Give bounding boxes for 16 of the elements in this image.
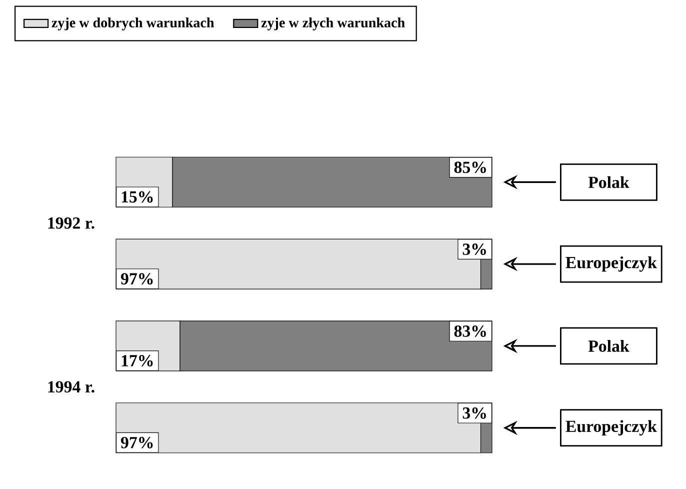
legend-label: zyje w dobrych warunkach (52, 18, 214, 30)
data-label: 97% (120, 273, 153, 285)
y-tick-label: Europejczyk (566, 256, 657, 272)
text: 1992 r. (48, 217, 94, 229)
data-label: 17% (122, 355, 153, 366)
data-label: 83% (454, 325, 486, 337)
y-tick-label: Polak (588, 176, 630, 188)
data-label: 15% (122, 191, 153, 203)
data-label: 85% (454, 162, 486, 174)
legend-label: zyje w złych warunkach (261, 18, 405, 30)
y-tick-label: Polak (588, 340, 630, 352)
data-label: 3% (462, 407, 486, 419)
text: 1994 r. (48, 381, 94, 393)
data-label: 97% (120, 436, 153, 448)
data-label: 3% (462, 244, 486, 255)
y-tick-label: Europejczyk (566, 420, 657, 436)
